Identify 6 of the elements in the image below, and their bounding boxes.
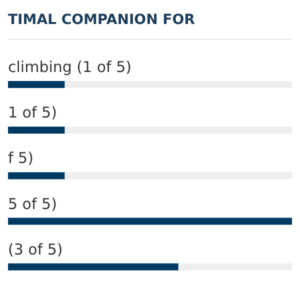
y-tick-label: 5 of 5): [8, 194, 57, 213]
y-tick-label: (3 of 5): [8, 240, 63, 258]
y-tick-label: 1 of 5): [8, 104, 57, 122]
y-tick-label: f 5): [8, 149, 34, 168]
chart-title: TIMAL COMPANION FOR: [8, 8, 292, 40]
y-tick-label: climbing (1 of 5): [8, 58, 132, 76]
